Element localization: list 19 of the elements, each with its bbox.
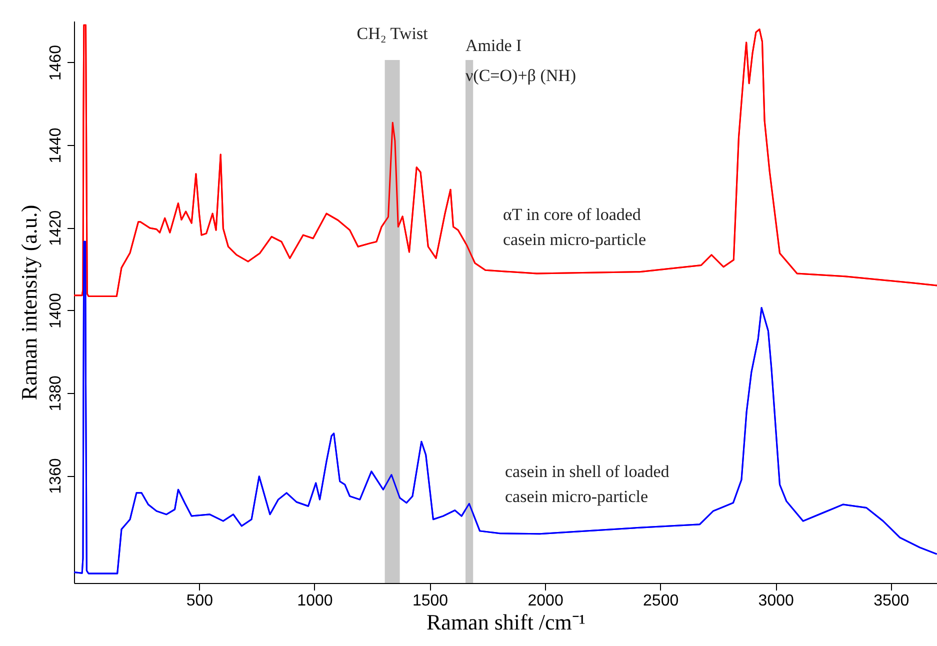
y-tick-label: 1400 xyxy=(48,292,64,329)
x-tick-label: 3500 xyxy=(874,592,910,610)
y-tick-label: 1420 xyxy=(48,210,64,246)
x-tick-label: 1000 xyxy=(297,592,333,610)
x-tick-label: 2500 xyxy=(643,592,679,610)
x-tick-label: 1500 xyxy=(412,592,448,610)
series-label: αT in core of loaded casein micro-particle xyxy=(503,205,646,249)
x-tick-label: 500 xyxy=(186,592,214,610)
series-label: casein in shell of loaded casein micro-particle xyxy=(505,462,670,506)
x-tick-label: 3000 xyxy=(758,592,794,610)
x-tick-label: 2000 xyxy=(528,592,564,610)
band-label: Amide I ν(C=O)+β (NH) xyxy=(465,36,576,85)
y-axis-title: Raman intensity (a.u.) xyxy=(16,204,42,400)
y-tick-label: 1380 xyxy=(48,376,64,412)
x-axis-title: Raman shift /cm⁻¹ xyxy=(426,610,586,634)
y-tick-label: 1440 xyxy=(48,128,64,164)
y-tick-label: 1460 xyxy=(48,44,64,81)
y-tick-label: 1360 xyxy=(48,458,64,494)
band-label: CH₂ Twist xyxy=(356,24,428,43)
